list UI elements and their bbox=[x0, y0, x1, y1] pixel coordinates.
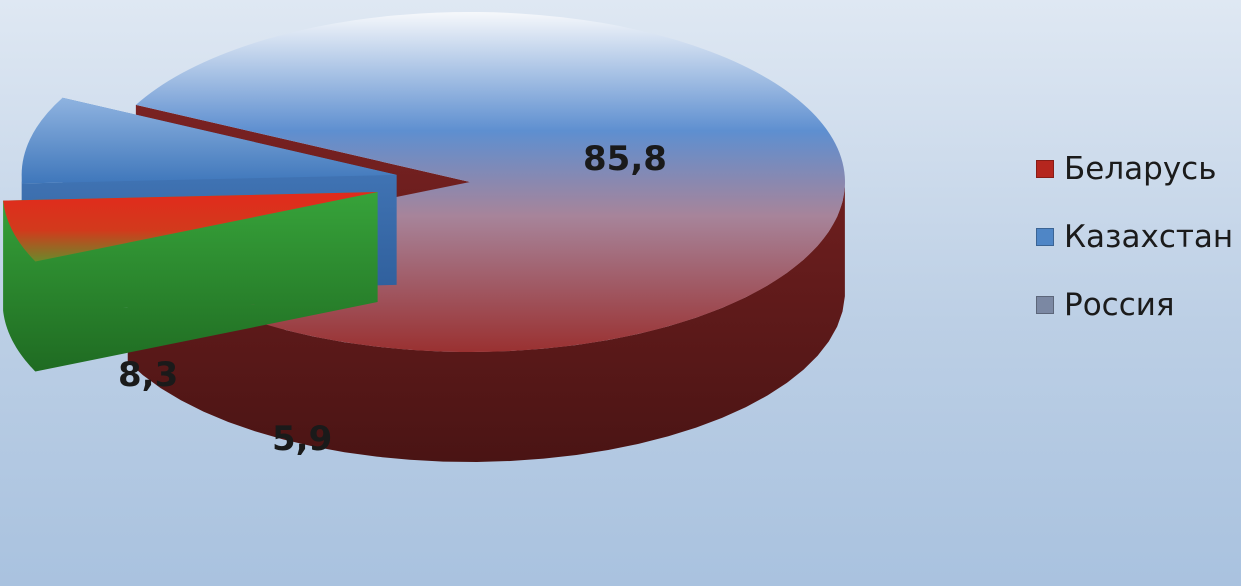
legend-label-kazakhstan: Казахстан bbox=[1064, 219, 1234, 255]
legend-label-belarus: Беларусь bbox=[1064, 151, 1217, 187]
legend-swatch-kazakhstan bbox=[1036, 228, 1054, 246]
legend-item-kazakhstan: Казахстан bbox=[1036, 203, 1233, 271]
legend-swatch-russia bbox=[1036, 296, 1054, 314]
belarus-slice bbox=[3, 192, 378, 262]
kazakhstan-slice bbox=[21, 97, 397, 184]
data-label-russia: 85,8 bbox=[583, 139, 667, 179]
data-label-belarus: 5,9 bbox=[272, 419, 332, 459]
legend-swatch-belarus bbox=[1036, 160, 1054, 178]
legend-item-belarus: Беларусь bbox=[1036, 135, 1233, 203]
data-label-kazakhstan: 8,3 bbox=[118, 355, 178, 395]
legend-label-russia: Россия bbox=[1064, 287, 1175, 323]
legend-item-russia: Россия bbox=[1036, 271, 1233, 339]
legend: Беларусь Казахстан Россия bbox=[1036, 135, 1233, 339]
